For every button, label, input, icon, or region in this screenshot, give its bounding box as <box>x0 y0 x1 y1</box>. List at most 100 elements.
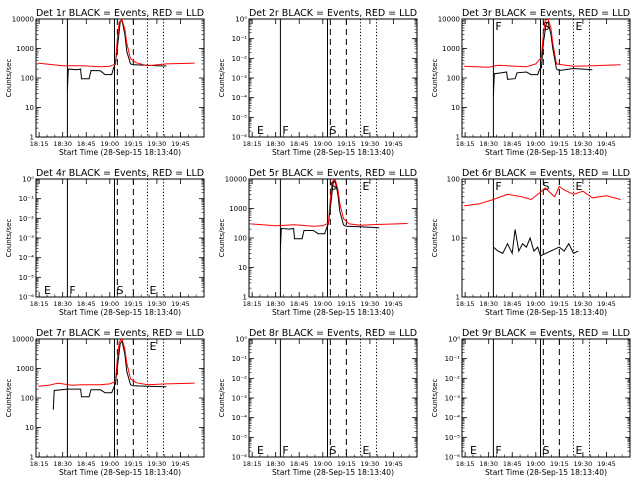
x-tick-label: 19:15 <box>337 300 356 308</box>
x-tick-label: 19:30 <box>361 300 380 308</box>
interval-label: F <box>282 444 288 457</box>
interval-label: F <box>282 124 288 137</box>
plot-frame <box>35 178 205 298</box>
interval-label: S <box>117 284 124 297</box>
y-tick-label: 10⁻⁴ <box>19 254 35 262</box>
x-tick-label: 18:30 <box>479 140 498 148</box>
x-tick-label: 19:45 <box>597 300 616 308</box>
y-tick-label: 100 <box>447 176 460 184</box>
y-axis-label: Counts/sec <box>5 59 13 98</box>
chart-panel-7: Det 7r BLACK = Events, RED = LLD 1 10 100 10… <box>5 328 205 477</box>
chart-panel-9: Det 9r BLACK = Events, RED = LLD 10⁻⁶ 10⁻⁵… <box>431 328 631 477</box>
interval-label: E <box>257 444 264 457</box>
x-tick-label: 19:45 <box>384 140 403 148</box>
plot-frame <box>35 338 205 458</box>
x-axis-label: Start Time (28-Sep-15 18:13:40) <box>59 148 181 157</box>
x-tick-label: 18:15 <box>30 300 49 308</box>
interval-label: E <box>257 124 264 137</box>
y-tick-label: 10⁻⁴ <box>232 414 248 422</box>
y-tick-label: 10 <box>25 424 34 432</box>
x-tick-label: 18:45 <box>503 140 522 148</box>
y-tick-label: 10000 <box>225 176 247 184</box>
y-tick-label: 10⁻² <box>232 375 248 383</box>
y-tick-label: 100 <box>21 395 34 403</box>
x-tick-label: 18:45 <box>503 300 522 308</box>
x-tick-label: 18:15 <box>456 140 475 148</box>
y-tick-label: 10⁻³ <box>19 235 35 243</box>
interval-label: S <box>330 124 337 137</box>
y-tick-label: 10000 <box>438 16 460 24</box>
x-tick-label: 19:15 <box>124 300 143 308</box>
chart-title: Det 9r BLACK = Events, RED = LLD <box>462 328 630 339</box>
y-axis-label: Counts/sec <box>431 219 439 258</box>
chart-title: Det 2r BLACK = Events, RED = LLD <box>249 8 417 19</box>
y-tick-label: 10000 <box>12 16 34 24</box>
y-tick-label: 100 <box>21 75 34 83</box>
plot-frame <box>461 18 631 138</box>
x-tick-label: 18:45 <box>503 460 522 468</box>
interval-label: E <box>44 284 51 297</box>
y-tick-label: 10⁰ <box>235 16 247 24</box>
y-tick-label: 1000 <box>229 205 247 213</box>
interval-label: E <box>575 444 582 457</box>
y-tick-label: 10⁻³ <box>445 395 461 403</box>
interval-label: E <box>362 180 369 193</box>
y-axis-label: Counts/sec <box>218 219 226 258</box>
y-axis-label: Counts/sec <box>5 379 13 418</box>
y-tick-label: 10⁰ <box>235 336 247 344</box>
series-events-line <box>66 19 167 90</box>
y-tick-label: 1 <box>243 294 247 302</box>
x-tick-label: 19:30 <box>361 460 380 468</box>
x-tick-label: 19:45 <box>171 460 190 468</box>
y-axis-label: Counts/sec <box>218 59 226 98</box>
x-axis-label: Start Time (28-Sep-15 18:13:40) <box>485 468 607 477</box>
interval-label: E <box>470 444 477 457</box>
y-tick-label: 100 <box>234 235 247 243</box>
x-tick-label: 19:00 <box>526 300 545 308</box>
interval-label: S <box>330 444 337 457</box>
y-tick-label: 10⁻¹ <box>19 195 35 203</box>
x-axis-label: Start Time (28-Sep-15 18:13:40) <box>59 308 181 317</box>
x-tick-label: 19:15 <box>550 460 569 468</box>
x-tick-label: 18:15 <box>456 300 475 308</box>
series-events-line <box>493 229 579 257</box>
x-tick-label: 19:30 <box>148 140 167 148</box>
y-axis-label: Counts/sec <box>218 379 226 418</box>
y-tick-label: 10⁰ <box>22 176 34 184</box>
series-lld-line <box>38 339 195 387</box>
interval-label: E <box>362 444 369 457</box>
chart-title: Det 3r BLACK = Events, RED = LLD <box>462 8 630 19</box>
plot-frame <box>35 18 205 138</box>
chart-panel-2: Det 2r BLACK = Events, RED = LLD 10⁻⁶ 10⁻⁵… <box>218 8 418 157</box>
y-tick-label: 10 <box>451 235 460 243</box>
interval-label: E <box>149 340 156 353</box>
y-tick-label: 10⁻¹ <box>232 355 248 363</box>
interval-label: F <box>69 284 75 297</box>
chart-panel-5: Det 5r BLACK = Events, RED = LLD 1 10 100 10… <box>218 168 418 317</box>
x-tick-label: 19:15 <box>550 140 569 148</box>
plot-frame <box>461 178 631 298</box>
x-tick-label: 19:15 <box>337 460 356 468</box>
chart-title: Det 8r BLACK = Events, RED = LLD <box>249 328 417 339</box>
x-tick-label: 19:30 <box>148 300 167 308</box>
y-axis-label: Counts/sec <box>5 219 13 258</box>
x-tick-label: 18:45 <box>290 140 309 148</box>
y-tick-label: 10⁻⁶ <box>232 134 248 142</box>
interval-label: E <box>575 180 582 193</box>
x-tick-label: 18:15 <box>243 460 262 468</box>
y-tick-label: 1000 <box>16 45 34 53</box>
y-tick-label: 100 <box>447 75 460 83</box>
y-tick-label: 10⁻² <box>445 375 461 383</box>
x-tick-label: 19:30 <box>574 460 593 468</box>
y-tick-label: 10⁻⁵ <box>232 114 248 122</box>
chart-title: Det 1r BLACK = Events, RED = LLD <box>36 8 204 19</box>
x-axis-label: Start Time (28-Sep-15 18:13:40) <box>59 468 181 477</box>
series-lld-line <box>464 19 621 68</box>
plot-frame <box>461 338 631 458</box>
chart-title: Det 7r BLACK = Events, RED = LLD <box>36 328 204 339</box>
x-tick-label: 19:00 <box>100 460 119 468</box>
x-tick-label: 18:30 <box>479 300 498 308</box>
series-lld-line <box>251 179 408 227</box>
x-tick-label: 19:00 <box>100 140 119 148</box>
